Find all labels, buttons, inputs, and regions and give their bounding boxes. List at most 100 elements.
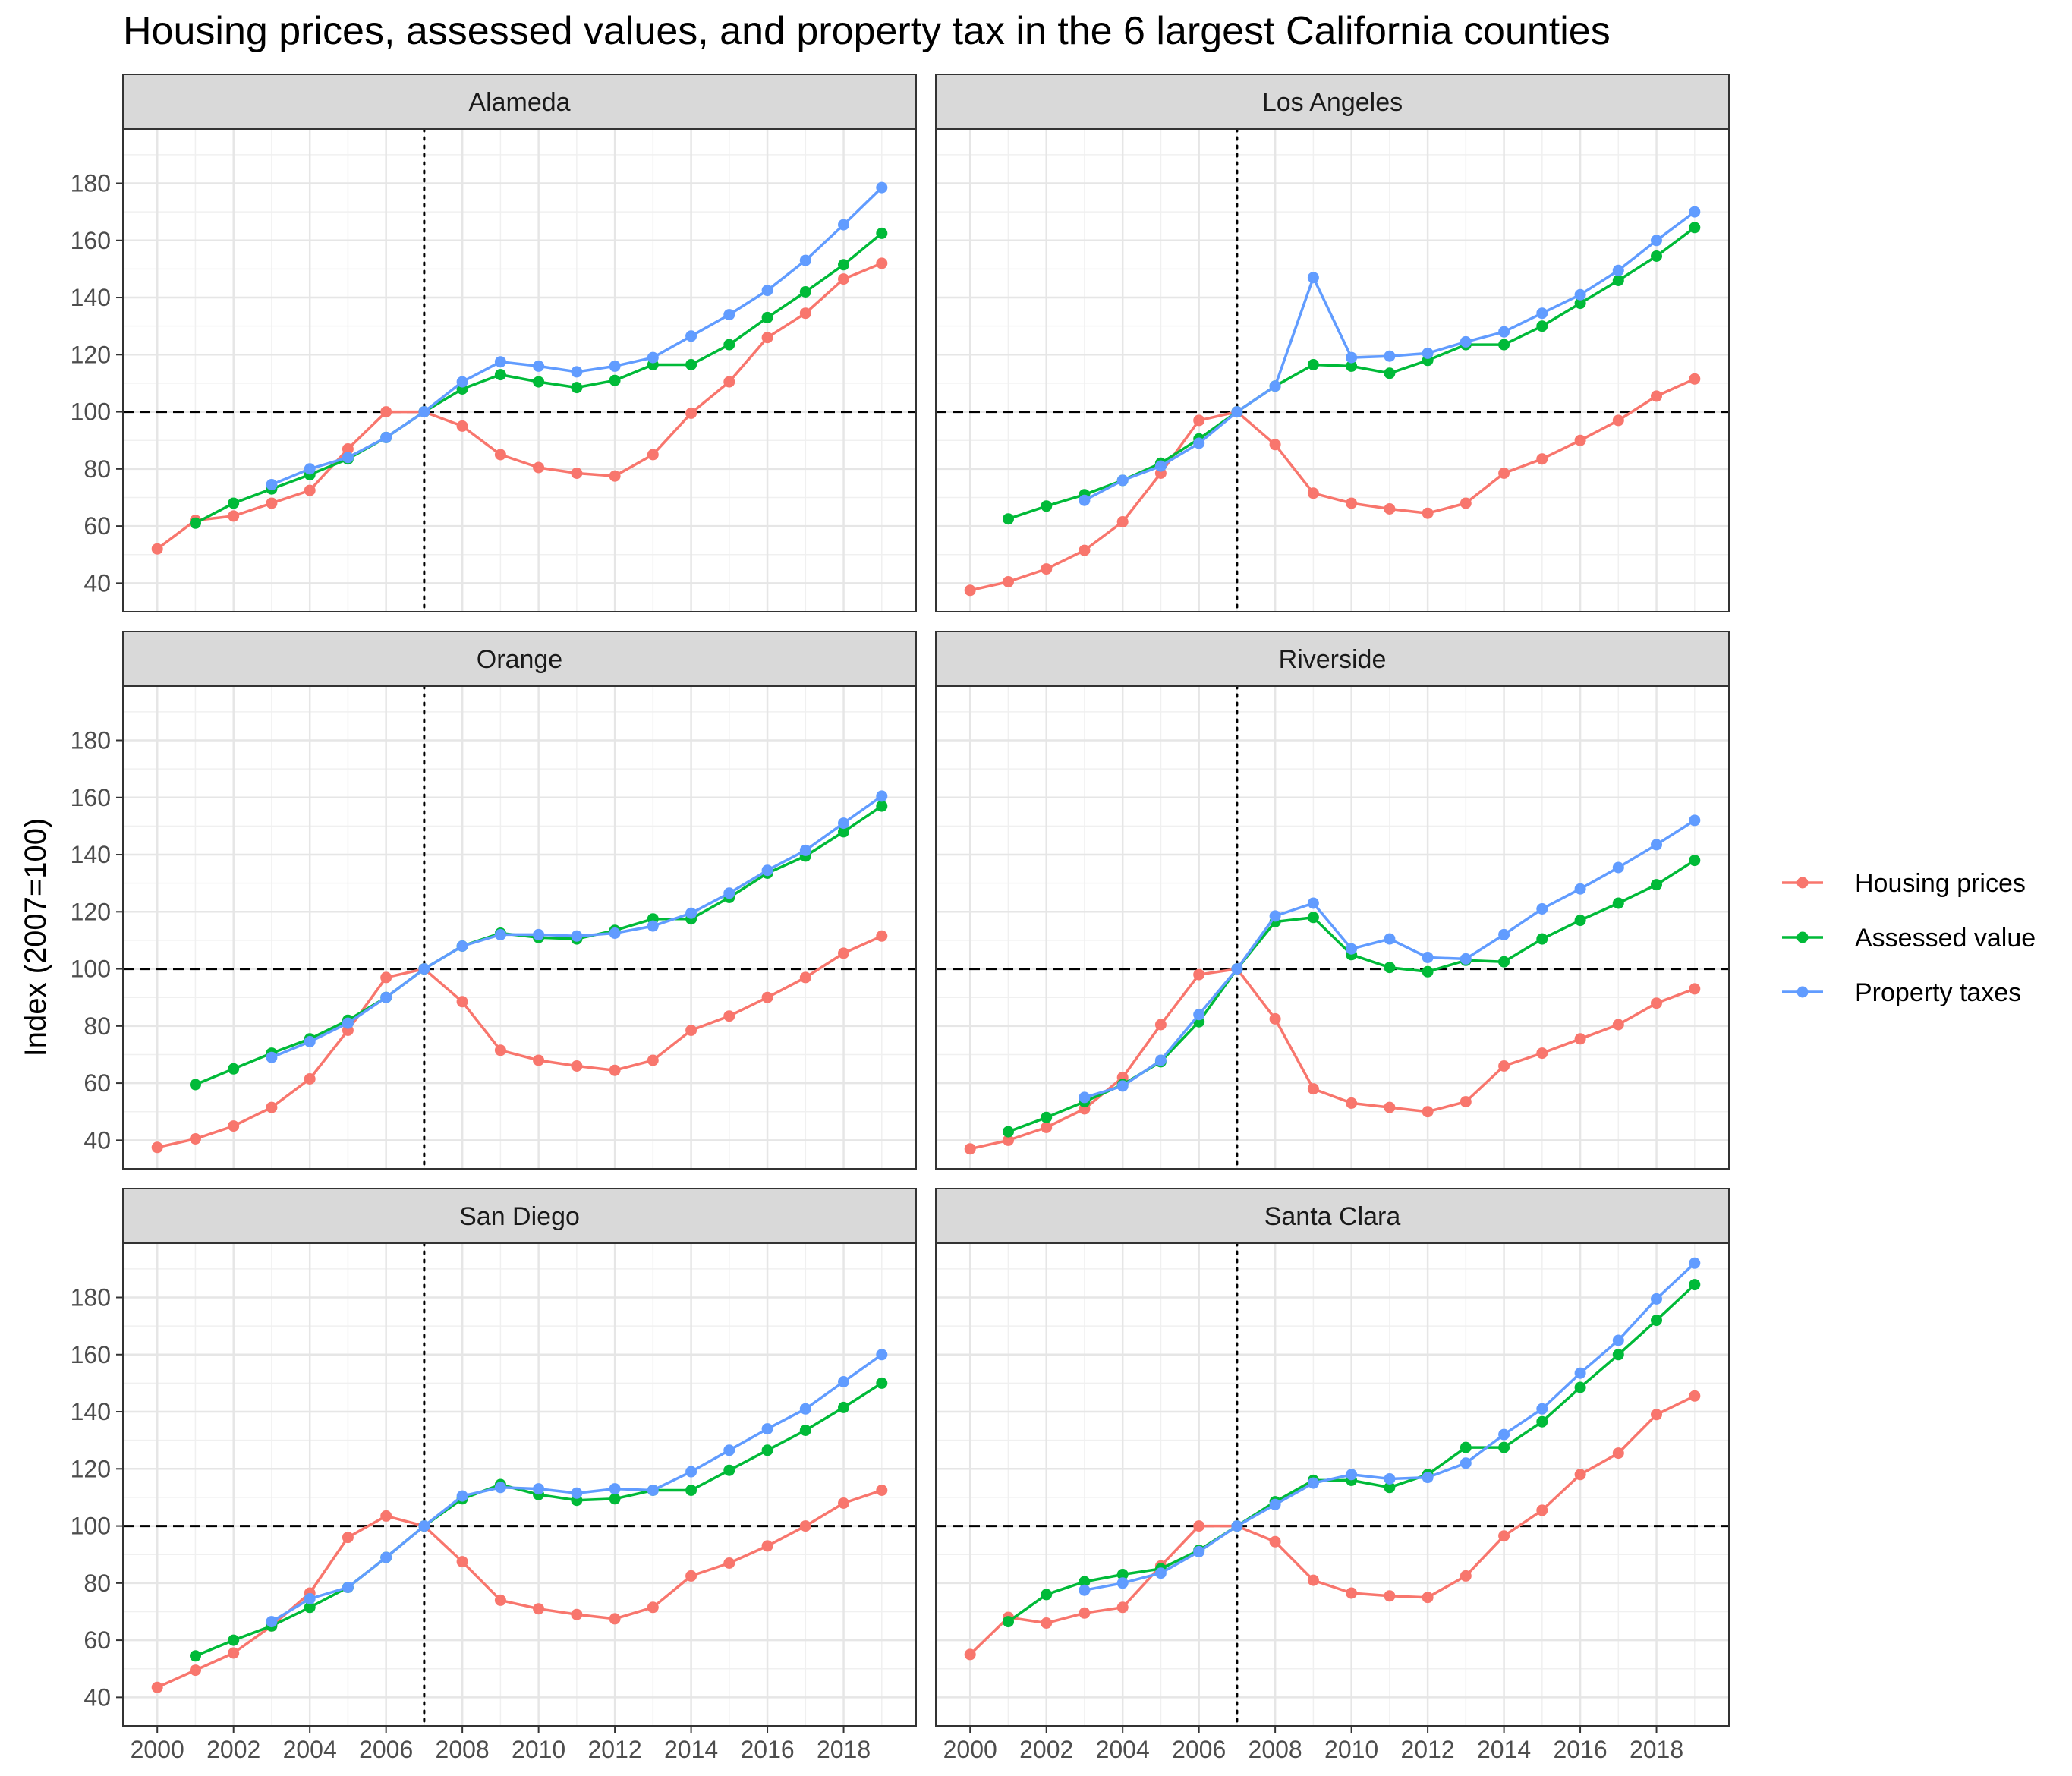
data-point xyxy=(571,1487,583,1499)
data-point xyxy=(1116,1601,1129,1614)
panel-alameda: Alameda 40 60 80 100 120 140 160 180 xyxy=(71,74,917,613)
legend-label: Assessed value xyxy=(1855,924,2036,953)
y-tick-label: 180 xyxy=(71,1284,111,1312)
legend-label: Housing prices xyxy=(1855,869,2026,898)
series-property-taxes xyxy=(1079,1257,1701,1596)
data-point xyxy=(723,339,735,351)
data-point xyxy=(533,360,545,372)
data-point xyxy=(876,1485,888,1496)
data-point xyxy=(456,1490,468,1502)
data-point xyxy=(723,1464,735,1476)
data-point xyxy=(1193,1009,1205,1021)
data-point xyxy=(228,497,240,509)
data-point xyxy=(1384,933,1396,945)
data-point xyxy=(342,443,354,455)
data-point xyxy=(1384,1590,1396,1602)
data-point xyxy=(1269,380,1281,392)
panel-background xyxy=(123,129,916,612)
data-point xyxy=(494,1482,506,1494)
data-point xyxy=(1651,997,1662,1009)
data-point xyxy=(304,1073,316,1085)
data-point xyxy=(685,1466,697,1478)
data-point xyxy=(1651,839,1662,851)
data-point xyxy=(964,584,976,597)
x-tick-label: 2018 xyxy=(817,1736,871,1763)
data-point xyxy=(1041,500,1053,512)
panel-border xyxy=(122,1242,917,1727)
data-point xyxy=(685,407,697,419)
data-point xyxy=(1536,1504,1548,1516)
data-point xyxy=(1498,326,1510,338)
data-point xyxy=(1689,983,1701,995)
y-tick-label: 120 xyxy=(71,1455,111,1482)
data-point xyxy=(1460,335,1472,348)
data-point xyxy=(838,1401,849,1413)
data-point xyxy=(799,286,811,298)
data-point xyxy=(1612,275,1624,286)
facet-strip xyxy=(935,1188,1730,1244)
data-point xyxy=(1422,1106,1434,1118)
data-point xyxy=(799,1403,811,1415)
data-point xyxy=(685,330,697,342)
series-property-taxes xyxy=(1079,814,1701,1104)
data-point xyxy=(1384,1482,1396,1494)
data-point xyxy=(838,826,849,838)
y-tick-label: 100 xyxy=(71,956,111,983)
data-point xyxy=(571,1060,583,1072)
x-tick-label: 2012 xyxy=(1401,1736,1455,1763)
legend-entry-assessed-value: Assessed value xyxy=(1782,924,2036,953)
data-point xyxy=(838,273,849,285)
data-point xyxy=(1689,222,1701,234)
data-point xyxy=(723,887,735,899)
data-point xyxy=(1193,437,1205,449)
data-point xyxy=(876,257,888,269)
data-point xyxy=(1536,903,1548,915)
x-tick-label: 2010 xyxy=(512,1736,565,1763)
data-point xyxy=(1116,1577,1129,1589)
data-point xyxy=(761,864,773,877)
data-point xyxy=(380,971,392,984)
series-line xyxy=(969,377,1696,592)
data-point xyxy=(266,479,278,490)
y-tick-label: 140 xyxy=(71,1398,111,1425)
data-point xyxy=(1307,897,1319,909)
data-point xyxy=(723,1444,735,1456)
data-point xyxy=(1498,1060,1510,1072)
data-point xyxy=(380,406,392,418)
chart-title: Housing prices, assessed values, and pro… xyxy=(123,9,1611,53)
data-point xyxy=(1079,1584,1091,1596)
panel-border xyxy=(122,128,917,612)
gridlines xyxy=(123,129,916,612)
data-point xyxy=(1003,576,1014,587)
y-tick-label: 60 xyxy=(83,1069,111,1097)
data-point xyxy=(1651,235,1662,247)
data-point xyxy=(1384,1101,1396,1113)
facet-strip xyxy=(122,1188,917,1244)
data-point xyxy=(304,463,316,475)
data-point xyxy=(1689,1390,1701,1402)
data-point xyxy=(1269,1012,1281,1025)
data-point xyxy=(266,1616,278,1628)
data-point xyxy=(1422,1472,1434,1484)
data-point xyxy=(1079,1091,1091,1104)
panel-los-angeles: Los Angeles xyxy=(935,74,1730,613)
data-point xyxy=(723,376,735,388)
data-point xyxy=(1307,912,1319,924)
legend-entry-housing-prices: Housing prices xyxy=(1782,869,2026,898)
data-point xyxy=(761,1540,773,1552)
x-tick-label: 2018 xyxy=(1630,1736,1683,1763)
data-point xyxy=(838,259,849,271)
data-point xyxy=(1422,952,1434,963)
data-point xyxy=(151,1681,163,1693)
data-point xyxy=(1460,497,1472,509)
data-point xyxy=(1346,1097,1358,1109)
data-point xyxy=(1041,1617,1053,1629)
data-point xyxy=(1384,503,1396,515)
data-point xyxy=(685,907,697,919)
data-point xyxy=(1346,497,1358,509)
data-point xyxy=(647,1601,659,1614)
panel-san-diego: San Diego 40 60 80 100 120 140 160 180 2000 2002 20… xyxy=(71,1188,917,1763)
series-housing-prices xyxy=(964,373,1701,597)
data-point xyxy=(1154,1054,1167,1066)
data-point xyxy=(1154,1019,1167,1031)
